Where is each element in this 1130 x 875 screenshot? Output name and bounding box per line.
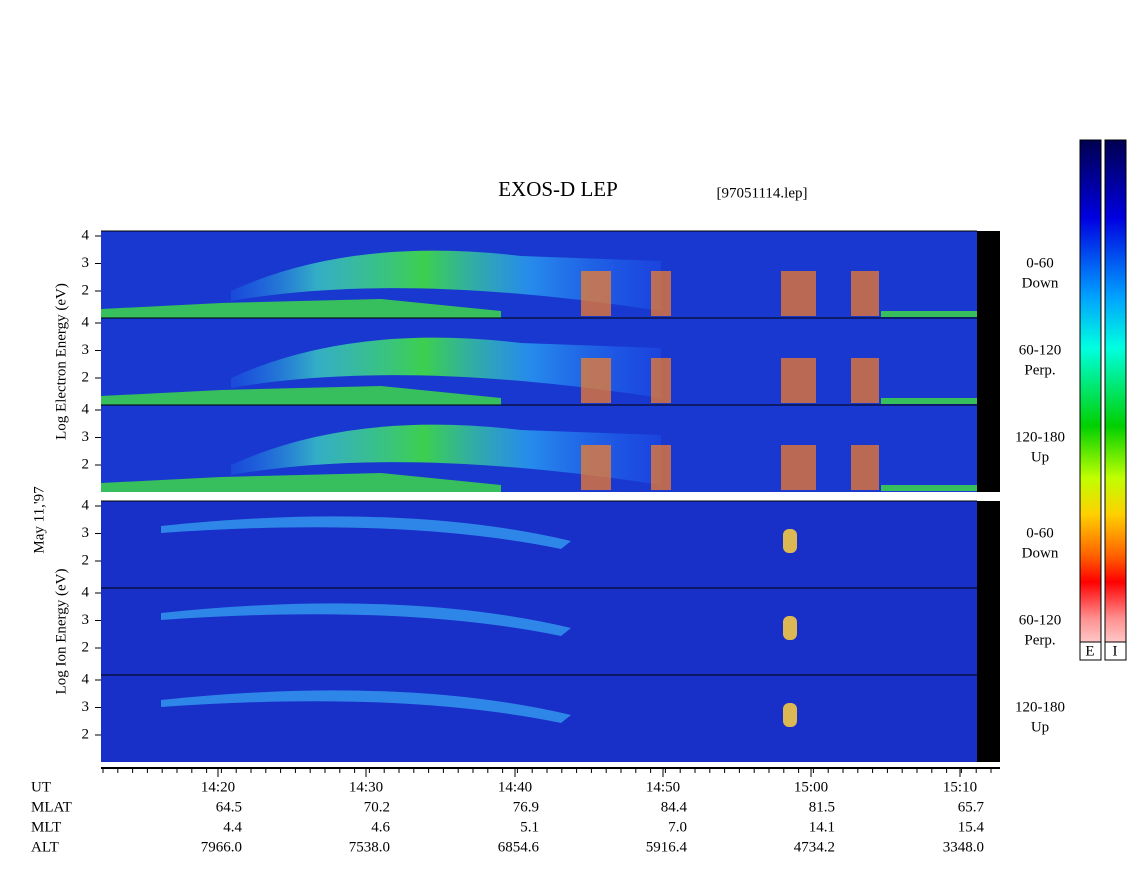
spectrogram-band bbox=[881, 311, 977, 317]
energy-tick-label: 4 bbox=[82, 584, 90, 600]
spectrogram-band bbox=[101, 386, 501, 405]
row-value: 7966.0 bbox=[201, 839, 242, 855]
spectrogram-band bbox=[161, 516, 571, 549]
date: May 11,'97 bbox=[31, 486, 47, 554]
energy-tick-label: 3 bbox=[82, 429, 90, 445]
file-name: [97051114.lep] bbox=[717, 185, 808, 201]
panel-range: 120-180 bbox=[1015, 429, 1065, 445]
row-value: 6854.6 bbox=[498, 839, 540, 855]
colorbar-label-box bbox=[1104, 641, 1127, 661]
row-value: 14:30 bbox=[349, 779, 383, 795]
energy-tick-label: 3 bbox=[82, 612, 90, 628]
energy-tick-label: 2 bbox=[82, 726, 90, 742]
panel-range: 60-120 bbox=[1019, 342, 1062, 358]
energy-tick-label: 4 bbox=[82, 671, 90, 687]
spectrogram-burst bbox=[851, 358, 879, 403]
spectrogram-burst bbox=[781, 271, 816, 316]
row-label: UT bbox=[31, 779, 51, 795]
side-strip bbox=[977, 501, 1000, 762]
row-value: 4734.2 bbox=[794, 839, 835, 855]
colorbar-label: I bbox=[1113, 643, 1118, 659]
spectrogram-burst bbox=[781, 358, 816, 403]
spectrogram-band bbox=[881, 398, 977, 404]
row-label: MLAT bbox=[31, 799, 72, 815]
spectrogram-burst bbox=[651, 271, 671, 316]
panel-range: 0-60 bbox=[1026, 255, 1054, 271]
panel-direction: Up bbox=[1031, 449, 1049, 465]
spectrogram-band bbox=[161, 690, 571, 723]
spectrogram-band bbox=[161, 603, 571, 636]
spectrogram-burst bbox=[581, 271, 611, 316]
spectrogram-burst bbox=[581, 358, 611, 403]
y-axis-label: Log Ion Energy (eV) bbox=[53, 569, 69, 695]
energy-tick-label: 4 bbox=[82, 497, 90, 513]
spectrogram-band bbox=[231, 424, 661, 485]
row-value: 84.4 bbox=[661, 799, 688, 815]
spectrogram-burst bbox=[783, 616, 797, 640]
row-value: 5.1 bbox=[520, 819, 539, 835]
colorbar bbox=[1079, 139, 1102, 661]
energy-tick-label: 2 bbox=[82, 552, 90, 568]
energy-tick-label: 3 bbox=[82, 255, 90, 271]
colorbar-label: E bbox=[1085, 643, 1094, 659]
row-value: 14:40 bbox=[498, 779, 532, 795]
spectrogram-burst bbox=[581, 445, 611, 490]
panel-range: 0-60 bbox=[1026, 525, 1054, 541]
panel-direction: Perp. bbox=[1024, 632, 1055, 648]
spectrogram-burst bbox=[651, 358, 671, 403]
row-value: 70.2 bbox=[364, 799, 390, 815]
colorbar-label-box bbox=[1079, 641, 1102, 661]
row-value: 65.7 bbox=[958, 799, 985, 815]
side-strip bbox=[977, 231, 1000, 492]
spectrogram-band bbox=[231, 337, 661, 398]
panel-range: 120-180 bbox=[1015, 699, 1065, 715]
energy-tick-label: 4 bbox=[82, 401, 90, 417]
spectrogram-band bbox=[101, 473, 501, 492]
spectrogram-burst bbox=[651, 445, 671, 490]
energy-tick-label: 2 bbox=[82, 282, 90, 298]
spectrogram-band bbox=[231, 250, 661, 311]
energy-tick-label: 2 bbox=[82, 639, 90, 655]
row-value: 14:20 bbox=[201, 779, 235, 795]
row-value: 14:50 bbox=[646, 779, 680, 795]
spectrogram-band bbox=[101, 299, 501, 318]
energy-tick-label: 4 bbox=[82, 227, 90, 243]
row-value: 4.6 bbox=[371, 819, 390, 835]
spectrogram-band bbox=[881, 485, 977, 491]
row-value: 3348.0 bbox=[943, 839, 984, 855]
row-value: 5916.4 bbox=[646, 839, 688, 855]
row-label: MLT bbox=[31, 819, 61, 835]
energy-tick-label: 3 bbox=[82, 525, 90, 541]
panel-direction: Up bbox=[1031, 719, 1049, 735]
energy-tick-label: 2 bbox=[82, 369, 90, 385]
energy-tick-label: 2 bbox=[82, 456, 90, 472]
row-value: 15.4 bbox=[958, 819, 985, 835]
row-label: ALT bbox=[31, 839, 59, 855]
colorbar bbox=[1104, 139, 1127, 661]
energy-tick-label: 3 bbox=[82, 342, 90, 358]
y-axis-label: Log Electron Energy (eV) bbox=[53, 283, 69, 440]
spectrogram-burst bbox=[783, 703, 797, 727]
spectrogram-burst bbox=[783, 529, 797, 553]
row-value: 4.4 bbox=[223, 819, 242, 835]
row-value: 64.5 bbox=[216, 799, 242, 815]
spectrogram-burst bbox=[851, 445, 879, 490]
panel-direction: Down bbox=[1022, 545, 1059, 561]
row-value: 81.5 bbox=[809, 799, 835, 815]
energy-tick-label: 3 bbox=[82, 699, 90, 715]
panel-direction: Perp. bbox=[1024, 362, 1055, 378]
panel-range: 60-120 bbox=[1019, 612, 1062, 628]
panel-direction: Down bbox=[1022, 275, 1059, 291]
row-value: 15:00 bbox=[794, 779, 828, 795]
spectrogram-burst bbox=[781, 445, 816, 490]
row-value: 76.9 bbox=[513, 799, 539, 815]
row-value: 15:10 bbox=[943, 779, 977, 795]
row-value: 7.0 bbox=[668, 819, 687, 835]
title: EXOS-D LEP bbox=[498, 177, 618, 201]
spectrogram-burst bbox=[851, 271, 879, 316]
row-value: 7538.0 bbox=[349, 839, 390, 855]
energy-tick-label: 4 bbox=[82, 314, 90, 330]
row-value: 14.1 bbox=[809, 819, 835, 835]
